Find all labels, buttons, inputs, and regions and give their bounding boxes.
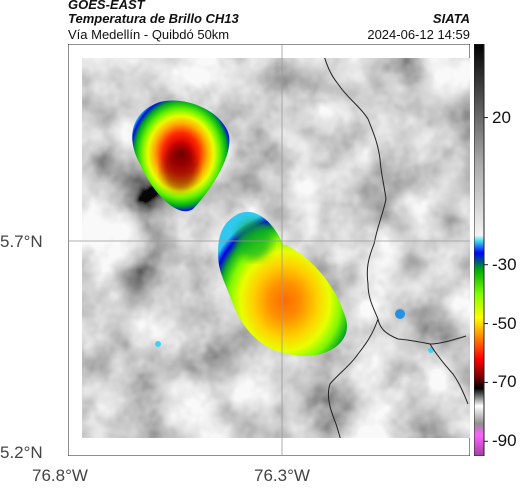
colorbar-tick-label: -90 [492,431,517,451]
satellite-map [68,44,470,456]
cold-speck [395,309,405,319]
organization-label: SIATA [432,11,470,26]
lon-label-76-8: 76.8°W [32,466,88,485]
cold-speck [428,347,434,353]
location-subtitle: Vía Medellín - Quibdó 50km [68,27,230,42]
colorbar-tick-label: 20 [492,107,511,127]
colorbar-tick-label: -50 [492,313,517,333]
colorbar-body [474,44,485,456]
cold-speck [155,341,161,347]
cell-b-north-lobe [236,220,272,260]
product-title: Temperatura de Brillo CH13 [68,11,239,26]
boundary-line [429,343,469,405]
boundary-line [327,318,379,438]
datetime-label: 2024-06-12 14:59 [367,27,470,42]
satellite-title: GOES-EAST [68,0,145,12]
boundary-line [324,58,467,345]
colorbar-tick-label: -70 [492,372,517,392]
colorbar [474,44,488,456]
colorbar-tick-label: -30 [492,254,517,274]
lon-label-76-3: 76.3°W [254,466,310,485]
colorbar-ticks [484,117,488,442]
lat-label-5-7: 5.7°N [0,232,43,251]
lat-label-5-2: 5.2°N [0,443,43,462]
cell-a-core [162,147,198,191]
